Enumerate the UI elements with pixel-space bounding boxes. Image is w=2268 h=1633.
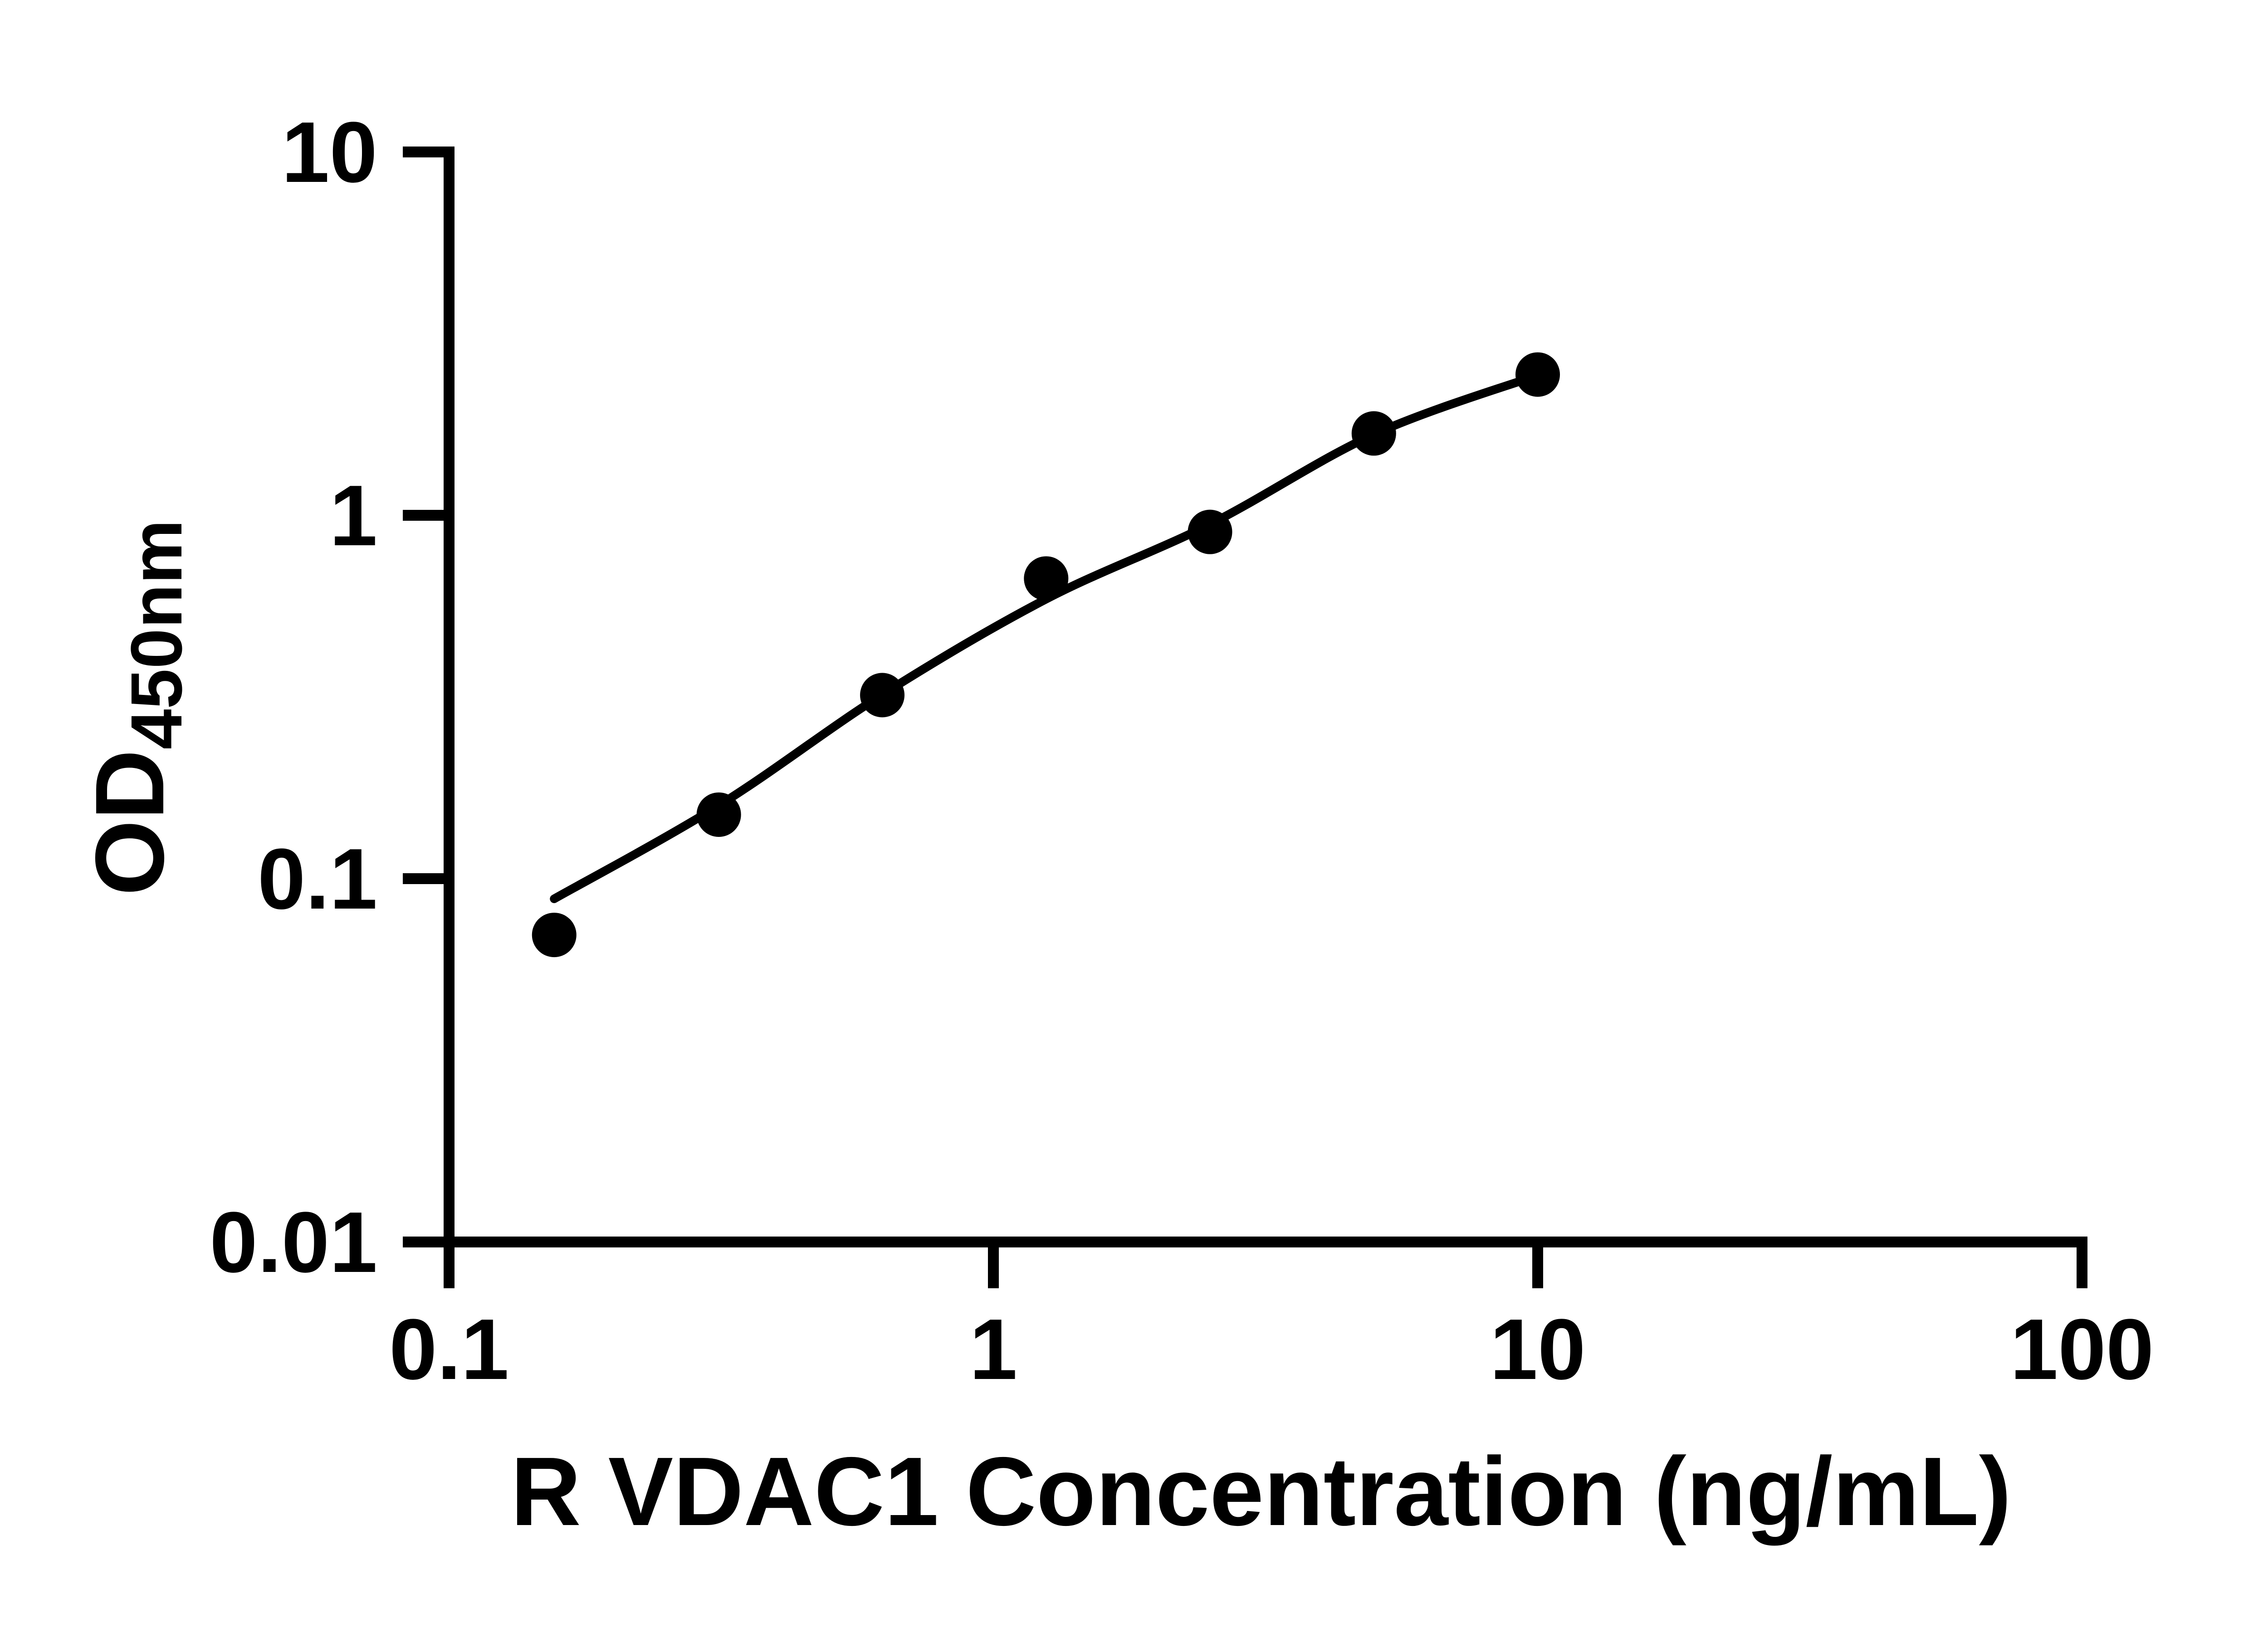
- data-point: [1351, 411, 1396, 456]
- data-point: [1188, 509, 1232, 554]
- data-point: [860, 673, 905, 718]
- data-point: [1024, 556, 1069, 601]
- x-tick-label: 0.1: [389, 1301, 509, 1398]
- x-axis-title: R VDAC1 Concentration (ng/mL): [511, 1437, 2012, 1546]
- x-tick-label: 1: [969, 1301, 1017, 1398]
- y-axis-title-main: OD: [75, 749, 184, 896]
- data-point: [696, 792, 741, 837]
- y-tick-label: 0.01: [210, 1194, 377, 1291]
- y-axis-tick-labels: 10 1 0.1 0.01: [210, 104, 377, 1291]
- y-tick-label: 1: [329, 468, 377, 564]
- y-tick-label: 0.1: [258, 831, 377, 927]
- axes: [444, 147, 2087, 1247]
- data-point-series: [532, 352, 1560, 958]
- x-axis-ticks: [444, 1242, 2087, 1288]
- x-tick-label: 10: [1490, 1301, 1585, 1398]
- data-point: [532, 913, 577, 958]
- y-tick-label: 10: [282, 104, 377, 200]
- x-axis-tick-labels: 0.1 1 10 100: [389, 1301, 2154, 1398]
- y-axis-title-subscript: 450nm: [116, 519, 197, 749]
- y-axis-title: OD450nm: [75, 519, 197, 895]
- y-axis-ticks: [403, 147, 449, 1247]
- data-point: [1515, 352, 1560, 397]
- x-tick-label: 100: [2010, 1301, 2154, 1398]
